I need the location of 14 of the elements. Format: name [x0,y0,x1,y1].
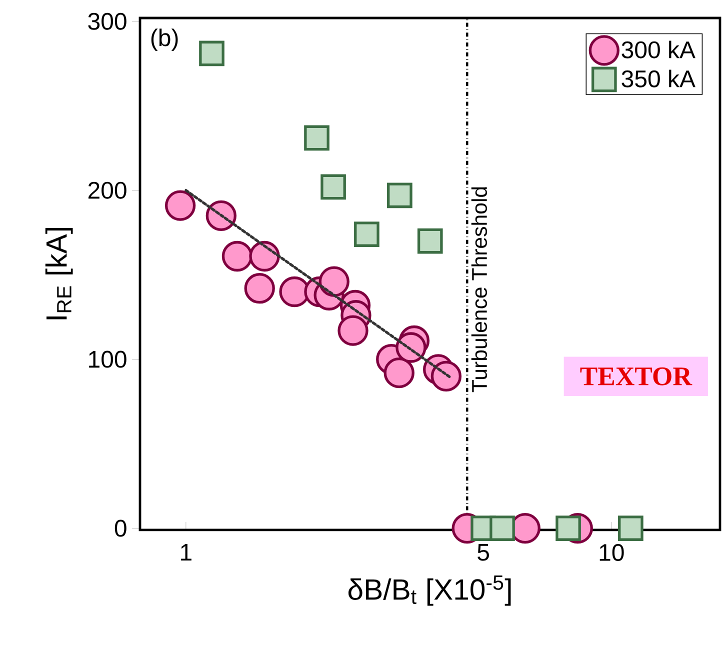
x-axis-title: δB/B$_{t}$ [X10$^{-5}$] [348,576,511,606]
ref-line-label: Turbulence Threshold [471,187,488,392]
legend-label: 300 kA [622,40,696,58]
y-tick-label: 300 [88,12,126,30]
x-tick-label: 5 [478,544,489,561]
annotation: (b) [151,28,178,51]
y-axis-title: I$_{RE}$ [kA] [45,228,73,320]
legend-label: 350 kA [622,70,696,88]
x-tick-label: 1 [181,544,192,561]
annotation: TEXTOR [580,367,692,386]
y-tick-label: 100 [89,350,126,368]
y-tick-label: 0 [114,520,126,537]
x-tick-label: 10 [600,544,624,562]
y-tick-label: 200 [88,182,126,199]
